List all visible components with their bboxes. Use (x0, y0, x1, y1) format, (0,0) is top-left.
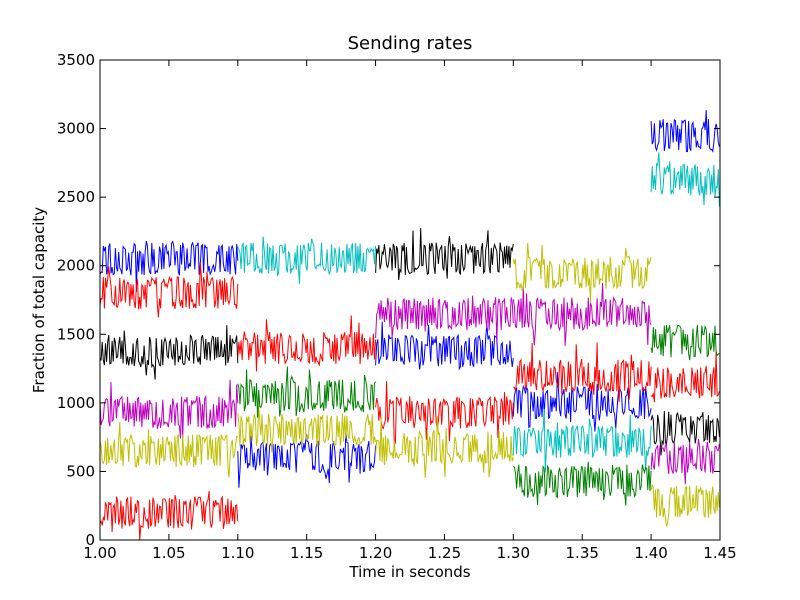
series-0-segment-2 (375, 321, 514, 371)
y-tick-label-1: 500 (66, 462, 95, 480)
series-4-segment-0 (100, 262, 239, 318)
x-tick-label-3: 1.15 (290, 544, 323, 562)
plot-frame (99, 59, 721, 541)
x-axis-title: Time in seconds (348, 563, 470, 581)
y-tick-label-3: 1500 (57, 325, 95, 343)
y-axis-title: Fraction of total capacity (30, 207, 48, 393)
x-tick-label-2: 1.10 (221, 544, 254, 562)
y-tick-label-7: 3500 (57, 51, 95, 69)
series-0-segment-4 (650, 110, 720, 153)
x-tick-label-1: 1.05 (152, 544, 185, 562)
series-5-segment-2 (375, 416, 514, 478)
series-5-segment-4 (650, 483, 720, 527)
series-0-segment-3 (512, 372, 652, 432)
x-tick-label-7: 1.35 (566, 544, 599, 562)
x-tick-label-9: 1.45 (703, 544, 736, 562)
series-4-segment-5 (650, 351, 720, 403)
y-tick-label-0: 0 (85, 531, 95, 549)
series-5-segment-1 (237, 406, 377, 453)
series-6-segment-2 (650, 324, 720, 361)
series-6-segment-0 (237, 366, 377, 418)
x-tick-label-0: 1.00 (83, 544, 116, 562)
series-5-segment-3 (512, 242, 652, 303)
series-4-segment-1 (100, 490, 239, 540)
series-4-segment-3 (375, 381, 514, 446)
series-5-segment-0 (100, 422, 239, 478)
series-1-segment-2 (650, 152, 720, 207)
y-tick-label-2: 1000 (57, 394, 95, 412)
series-1-segment-0 (237, 236, 377, 284)
series-1-segment-1 (512, 408, 652, 473)
series-3-segment-3 (650, 439, 720, 485)
chart-title: Sending rates (348, 33, 473, 54)
y-tick-label-4: 2000 (57, 257, 95, 275)
series-2-segment-0 (100, 325, 239, 380)
x-tick-label-8: 1.40 (634, 544, 667, 562)
x-tick-label-6: 1.30 (497, 544, 530, 562)
series-3-segment-2 (512, 282, 652, 346)
series-2-segment-2 (650, 411, 720, 456)
x-tick-label-5: 1.25 (428, 544, 461, 562)
series-4-segment-2 (237, 315, 377, 372)
series-2-segment-1 (375, 228, 514, 281)
ticks-layer: 1.00 1.05 1.10 1.15 1.20 1.25 1.30 1.35 1.40 1.45… (57, 51, 737, 562)
series-0-segment-0 (100, 240, 239, 292)
series-3-segment-1 (375, 295, 514, 344)
series-layer (100, 110, 720, 540)
x-tick-label-4: 1.20 (359, 544, 392, 562)
series-4-segment-4 (513, 342, 652, 402)
series-6-segment-1 (513, 461, 652, 506)
y-tick-label-6: 3000 (57, 120, 95, 138)
series-3-segment-0 (100, 379, 239, 439)
y-tick-label-5: 2500 (57, 188, 95, 206)
